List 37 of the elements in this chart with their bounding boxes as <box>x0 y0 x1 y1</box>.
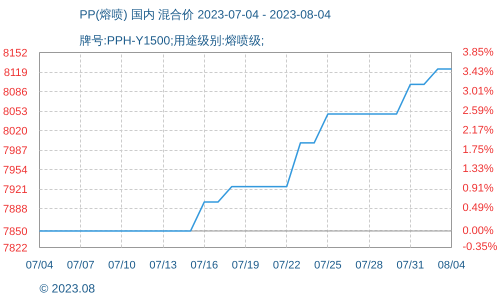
y2-tick-label: 1.75% <box>462 144 494 156</box>
y-tick-label: 7954 <box>3 164 28 176</box>
y-tick-label: 8053 <box>3 106 28 118</box>
y2-tick-label: 2.17% <box>462 124 494 136</box>
x-tick-label: 07/19 <box>232 260 260 272</box>
y2-tick-label: 1.33% <box>462 163 494 176</box>
x-tick-label: 07/22 <box>272 260 300 272</box>
y-tick-label: 8152 <box>3 48 28 60</box>
y2-tick-label: 0.91% <box>462 182 494 195</box>
y2-tick-label: 3.01% <box>462 85 494 98</box>
y2-tick-label: -0.35% <box>462 241 498 254</box>
x-tick-label: 07/31 <box>396 260 424 272</box>
text: © 2023.08 <box>40 282 96 296</box>
y2-tick-label: 3.43% <box>462 66 494 78</box>
y-tick-label: 8086 <box>3 86 28 98</box>
y-tick-label: 7987 <box>3 145 28 157</box>
chart-subtitle: 牌号:PPH-Y1500;用途级别:熔喷级; <box>80 34 264 48</box>
x-tick-label: 07/13 <box>149 260 177 272</box>
x-tick-label: 07/10 <box>108 260 136 272</box>
x-tick-label: 08/04 <box>438 260 466 272</box>
y-tick-label: 8020 <box>3 126 28 138</box>
y2-tick-label: 0.49% <box>462 202 494 214</box>
x-tick-label: 07/25 <box>314 260 342 272</box>
y-tick-label: 7921 <box>3 184 28 196</box>
y-tick-label: 7888 <box>3 204 28 216</box>
y-tick-label: 7822 <box>3 242 28 254</box>
chart-title: PP(熔喷) 国内 混合价 2023-07-04 - 2023-08-04 <box>80 8 332 22</box>
y-tick-label: 7850 <box>3 226 28 238</box>
y2-tick-label: 0.00% <box>462 224 494 237</box>
y2-tick-label: 2.59% <box>462 104 494 117</box>
line-series <box>40 68 452 232</box>
y2-tick-label: 3.85% <box>462 46 494 58</box>
x-tick-label: 07/04 <box>26 260 54 272</box>
x-tick-label: 07/07 <box>66 260 94 272</box>
y-tick-label: 8119 <box>4 67 28 79</box>
x-tick-label: 07/28 <box>355 260 383 272</box>
x-tick-label: 07/16 <box>190 260 218 272</box>
